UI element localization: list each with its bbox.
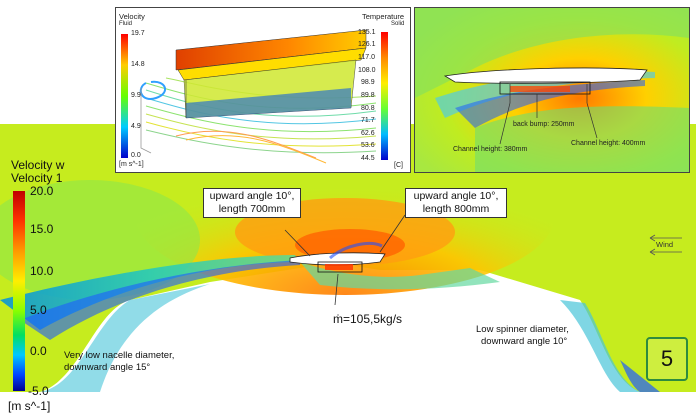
inset-temp-title: Temperature bbox=[362, 12, 405, 21]
legend-tick: 5.0 bbox=[30, 303, 47, 317]
inset-temp-unit: [C] bbox=[394, 162, 403, 169]
front-angle-leader bbox=[284, 229, 311, 257]
inset-temp-tick: 53.6 bbox=[361, 142, 375, 149]
inset-temp-tick: 98.9 bbox=[361, 79, 375, 86]
low-nacelle-label-1: Very low nacelle diameter, bbox=[64, 350, 175, 361]
velocity-color-bar bbox=[13, 191, 25, 391]
inset-temp-tick: 71.7 bbox=[361, 117, 375, 124]
front-angle-line2: length 700mm bbox=[218, 203, 286, 215]
inset-temp-tick: 117.0 bbox=[358, 54, 375, 61]
inset-wing-body bbox=[443, 67, 648, 84]
inset-temp-tick: 80.8 bbox=[361, 105, 375, 112]
bump-label: back bump: 250mm bbox=[513, 121, 575, 128]
inset-streamlines: Velocity Fluid 19.7 14.8 9.9 4.9 0.0 [m … bbox=[115, 7, 411, 173]
inset-temp-tick: 126.1 bbox=[358, 41, 376, 48]
channel-left-label: Channel height: 380mm bbox=[453, 146, 528, 153]
legend-title: Velocity w bbox=[11, 158, 65, 172]
inset-temp-sub: Solid bbox=[391, 21, 405, 27]
inset-velocity-tick: 14.8 bbox=[131, 61, 145, 68]
legend-tick: 20.0 bbox=[30, 184, 54, 198]
inset-velocity-tick: 4.9 bbox=[131, 123, 141, 130]
legend-tick: 15.0 bbox=[30, 222, 54, 236]
rear-angle-callout: upward angle 10°, length 800mm bbox=[405, 188, 507, 218]
low-nacelle-label-2: downward angle 15° bbox=[64, 362, 151, 373]
legend-tick: 10.0 bbox=[30, 264, 54, 278]
mass-flow-leader bbox=[334, 273, 339, 306]
legend-tick: 0.0 bbox=[30, 344, 47, 358]
inset-velocity-unit: [m s^-1] bbox=[119, 161, 144, 168]
inset-velocity-tick: 0.0 bbox=[131, 152, 141, 159]
channel-right-leader bbox=[586, 102, 598, 139]
inset-temp-tick: 44.5 bbox=[361, 155, 375, 162]
front-angle-callout: upward angle 10°, length 700mm bbox=[203, 188, 301, 218]
front-angle-line1: upward angle 10°, bbox=[209, 190, 295, 202]
legend-tick: -5.0 bbox=[28, 384, 49, 398]
inset-temp-tick: 135.1 bbox=[358, 29, 376, 36]
inset-channel-box bbox=[499, 81, 591, 95]
wind-label: Wind bbox=[656, 240, 674, 249]
inset-temp-tick: 108.0 bbox=[358, 67, 376, 74]
rear-angle-line1: upward angle 10°, bbox=[413, 190, 499, 202]
low-spinner-label-1: Low spinner diameter, bbox=[476, 324, 569, 335]
inset-temp-tick: 89.8 bbox=[361, 92, 375, 99]
figure-number-badge: 5 bbox=[646, 337, 688, 381]
channel-left-leader bbox=[499, 102, 511, 145]
rear-angle-leader bbox=[379, 214, 406, 253]
inset-channel-detail: back bump: 250mm Channel height: 380mm C… bbox=[414, 7, 690, 173]
inset-streamlines-graphic bbox=[121, 29, 388, 164]
inset-velocity-title: Velocity bbox=[119, 12, 145, 21]
low-spinner-label-2: downward angle 10° bbox=[481, 336, 568, 347]
inset-velocity-sub: Fluid bbox=[119, 21, 133, 27]
inset-temp-tick: 62.6 bbox=[361, 130, 375, 137]
legend-subtitle: Velocity 1 bbox=[11, 171, 63, 185]
channel-right-label: Channel height: 400mm bbox=[571, 140, 646, 147]
mass-flow-label: ṁ=105,5kg/s bbox=[333, 312, 403, 326]
inset-velocity-tick: 19.7 bbox=[131, 30, 145, 37]
channel-box bbox=[317, 261, 363, 273]
rear-angle-line2: length 800mm bbox=[422, 203, 490, 215]
inset-channel-graphic bbox=[415, 8, 689, 172]
inset-velocity-tick: 9.9 bbox=[131, 92, 141, 99]
legend-unit: [m s^-1] bbox=[8, 399, 51, 413]
